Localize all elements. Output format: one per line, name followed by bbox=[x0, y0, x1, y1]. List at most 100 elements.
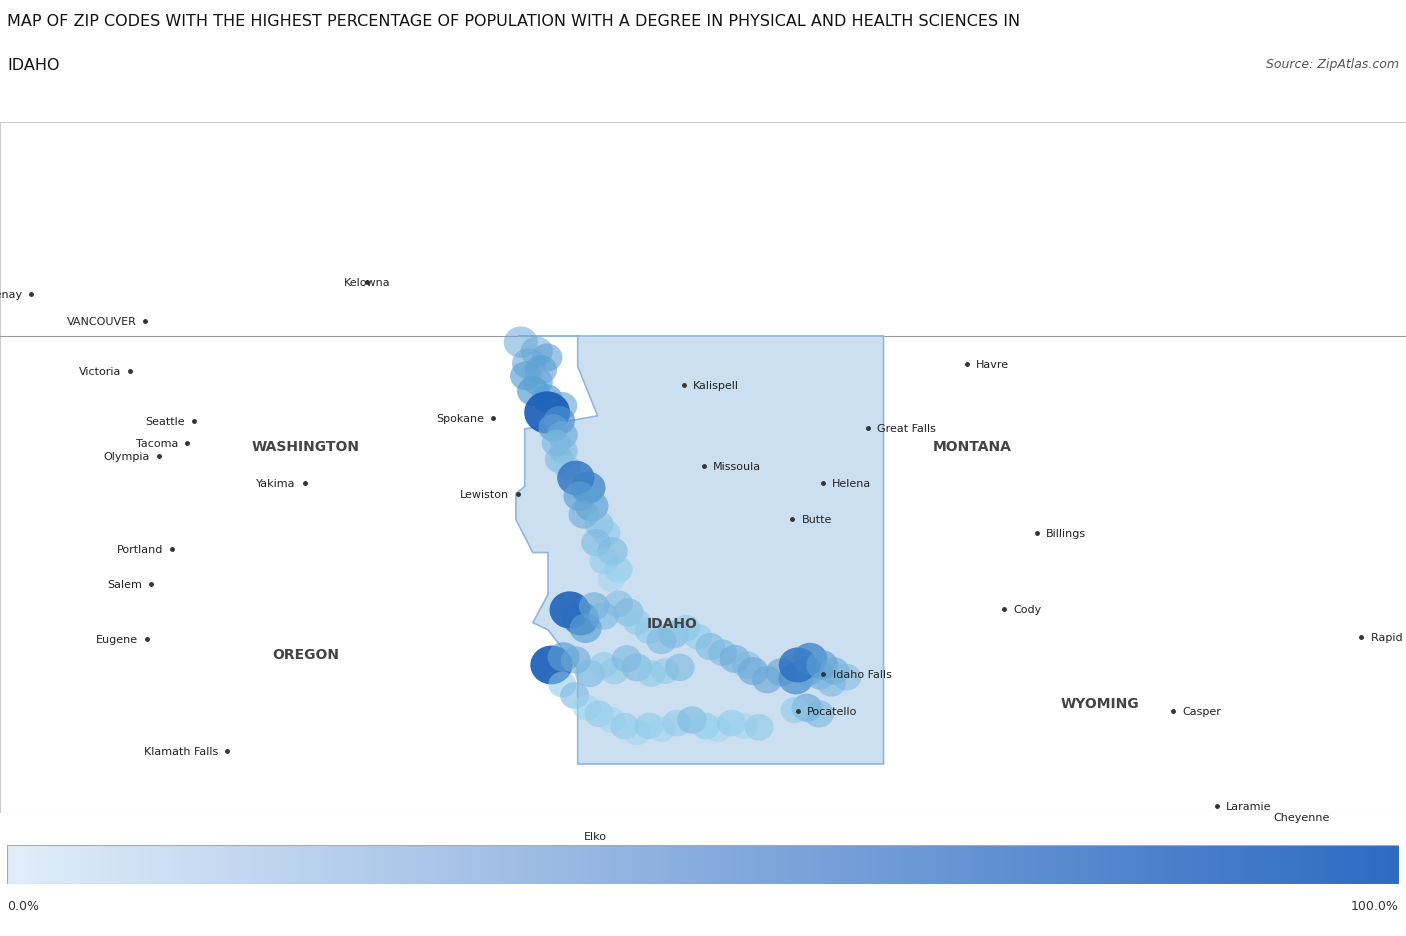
Text: Casper: Casper bbox=[1182, 706, 1222, 716]
Ellipse shape bbox=[523, 369, 553, 396]
Ellipse shape bbox=[832, 665, 860, 691]
Ellipse shape bbox=[600, 658, 628, 684]
Text: VANCOUVER: VANCOUVER bbox=[66, 316, 136, 327]
Ellipse shape bbox=[517, 377, 550, 406]
Ellipse shape bbox=[634, 713, 664, 739]
Ellipse shape bbox=[572, 695, 600, 721]
Ellipse shape bbox=[665, 654, 695, 681]
Text: Idaho Falls: Idaho Falls bbox=[832, 669, 891, 680]
Ellipse shape bbox=[612, 646, 641, 673]
Ellipse shape bbox=[605, 557, 633, 583]
Ellipse shape bbox=[575, 491, 609, 522]
Ellipse shape bbox=[752, 666, 782, 694]
Ellipse shape bbox=[560, 682, 589, 709]
Ellipse shape bbox=[780, 697, 808, 724]
Polygon shape bbox=[516, 337, 883, 764]
Ellipse shape bbox=[613, 599, 644, 627]
Ellipse shape bbox=[568, 501, 599, 529]
Ellipse shape bbox=[548, 672, 576, 697]
Text: OREGON: OREGON bbox=[273, 648, 339, 661]
Text: WASHINGTON: WASHINGTON bbox=[252, 440, 360, 454]
Ellipse shape bbox=[571, 472, 606, 505]
Text: Havre: Havre bbox=[976, 359, 1010, 369]
Text: Missoula: Missoula bbox=[713, 461, 761, 472]
Ellipse shape bbox=[550, 592, 591, 629]
Text: Yakima: Yakima bbox=[256, 478, 295, 489]
Ellipse shape bbox=[510, 362, 541, 391]
Ellipse shape bbox=[589, 548, 619, 575]
Ellipse shape bbox=[696, 634, 725, 661]
Text: Cody: Cody bbox=[1014, 605, 1042, 615]
Text: Eugene: Eugene bbox=[96, 634, 138, 644]
Ellipse shape bbox=[709, 639, 737, 666]
Text: Rapid City: Rapid City bbox=[1371, 632, 1406, 642]
Ellipse shape bbox=[598, 537, 628, 565]
Ellipse shape bbox=[512, 349, 546, 380]
Text: Great Falls: Great Falls bbox=[877, 423, 936, 433]
Ellipse shape bbox=[561, 647, 591, 674]
Ellipse shape bbox=[610, 713, 640, 739]
Ellipse shape bbox=[662, 709, 692, 737]
Ellipse shape bbox=[546, 446, 574, 474]
Ellipse shape bbox=[591, 652, 619, 679]
Text: Kelowna: Kelowna bbox=[343, 278, 389, 288]
Ellipse shape bbox=[647, 716, 675, 742]
Text: Salem: Salem bbox=[107, 579, 142, 590]
Ellipse shape bbox=[623, 609, 651, 636]
Ellipse shape bbox=[524, 392, 569, 434]
Ellipse shape bbox=[585, 511, 613, 538]
Text: Seattle: Seattle bbox=[145, 417, 184, 427]
Ellipse shape bbox=[585, 701, 613, 727]
Text: Portland: Portland bbox=[117, 544, 163, 554]
Text: Butte: Butte bbox=[801, 515, 832, 525]
Text: 0.0%: 0.0% bbox=[7, 899, 39, 912]
Text: 100.0%: 100.0% bbox=[1351, 899, 1399, 912]
Text: IDAHO: IDAHO bbox=[647, 617, 697, 631]
Ellipse shape bbox=[547, 421, 578, 449]
Text: Spokane: Spokane bbox=[436, 414, 484, 423]
Ellipse shape bbox=[793, 643, 827, 675]
Ellipse shape bbox=[598, 567, 626, 592]
Ellipse shape bbox=[581, 530, 612, 557]
Text: Kalispell: Kalispell bbox=[693, 381, 740, 390]
Ellipse shape bbox=[720, 645, 749, 673]
Ellipse shape bbox=[592, 520, 620, 547]
Ellipse shape bbox=[703, 716, 731, 742]
Ellipse shape bbox=[557, 461, 595, 495]
Ellipse shape bbox=[717, 709, 747, 737]
Ellipse shape bbox=[531, 385, 562, 413]
Ellipse shape bbox=[623, 720, 651, 745]
Ellipse shape bbox=[820, 658, 849, 685]
Ellipse shape bbox=[531, 344, 562, 373]
Ellipse shape bbox=[544, 406, 575, 435]
Ellipse shape bbox=[621, 653, 652, 681]
Ellipse shape bbox=[547, 642, 579, 672]
Ellipse shape bbox=[685, 624, 713, 651]
Ellipse shape bbox=[634, 618, 664, 644]
Ellipse shape bbox=[766, 659, 797, 687]
Ellipse shape bbox=[554, 456, 581, 480]
Ellipse shape bbox=[547, 392, 578, 420]
Ellipse shape bbox=[520, 337, 553, 367]
Ellipse shape bbox=[538, 415, 568, 442]
Ellipse shape bbox=[792, 694, 823, 722]
Ellipse shape bbox=[562, 602, 599, 636]
Text: Klamath Falls: Klamath Falls bbox=[143, 746, 218, 755]
Text: MONTANA: MONTANA bbox=[932, 440, 1011, 454]
Ellipse shape bbox=[733, 651, 762, 679]
Ellipse shape bbox=[524, 356, 557, 385]
Ellipse shape bbox=[806, 663, 835, 690]
Text: Victoria: Victoria bbox=[79, 367, 121, 376]
Ellipse shape bbox=[690, 713, 720, 739]
Text: IDAHO: IDAHO bbox=[7, 58, 59, 73]
Ellipse shape bbox=[530, 646, 572, 684]
Text: Pocatello: Pocatello bbox=[807, 707, 858, 717]
Ellipse shape bbox=[658, 621, 689, 649]
Ellipse shape bbox=[550, 439, 578, 464]
Text: Tacoma: Tacoma bbox=[135, 439, 179, 448]
Text: Elko: Elko bbox=[583, 830, 607, 841]
Ellipse shape bbox=[579, 592, 609, 621]
Ellipse shape bbox=[541, 431, 571, 457]
Ellipse shape bbox=[806, 651, 838, 680]
Text: Source: ZipAtlas.com: Source: ZipAtlas.com bbox=[1265, 58, 1399, 71]
